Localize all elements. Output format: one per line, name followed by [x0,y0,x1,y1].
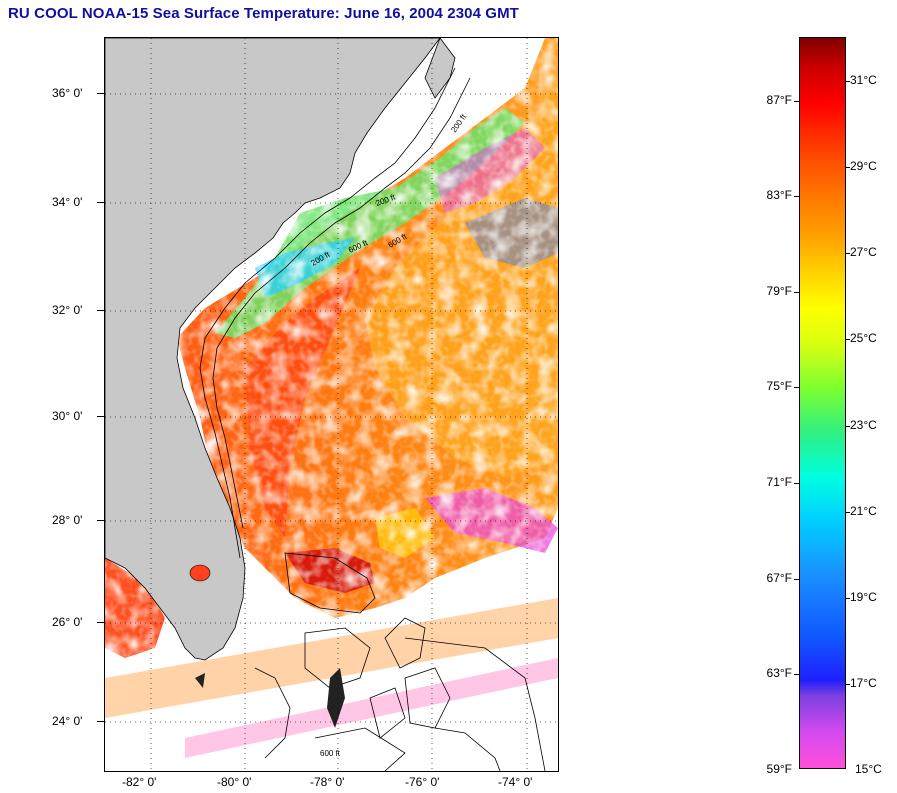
lat-label: 24° 0' [52,714,83,728]
fahrenheit-label: 71°F [766,475,792,489]
tick [845,253,850,254]
celsius-label: 29°C [850,159,877,173]
fahrenheit-label: 79°F [766,284,792,298]
temperature-colorbar [799,37,846,769]
tick [794,101,799,102]
celsius-label: 17°C [850,676,877,690]
contour-label: 600 ft [320,749,341,758]
lat-label: 26° 0' [52,615,83,629]
tick [97,721,104,722]
tick [794,674,799,675]
fahrenheit-label: 63°F [766,666,792,680]
tick [845,512,850,513]
tick [845,339,850,340]
tick [794,292,799,293]
tick [97,622,104,623]
tick [97,520,104,521]
celsius-label: 15°C [855,762,882,776]
lon-label: -80° 0' [217,775,252,789]
tick [97,93,104,94]
celsius-label: 19°C [850,590,877,604]
celsius-label: 31°C [850,73,877,87]
tick [97,202,104,203]
lat-label: 32° 0' [52,303,83,317]
tick [845,426,850,427]
tick [794,387,799,388]
lon-label: -74° 0' [498,775,533,789]
fahrenheit-label: 87°F [766,93,792,107]
celsius-label: 27°C [850,245,877,259]
lat-label: 28° 0' [52,513,83,527]
page-title: RU COOL NOAA-15 Sea Surface Temperature:… [8,5,519,22]
tick [794,483,799,484]
celsius-label: 23°C [850,418,877,432]
lat-label: 30° 0' [52,409,83,423]
fahrenheit-label: 67°F [766,571,792,585]
lon-label: -76° 0' [405,775,440,789]
fahrenheit-label: 59°F [766,762,792,776]
tick [794,196,799,197]
celsius-label: 21°C [850,504,877,518]
lon-label: -82° 0' [122,775,157,789]
celsius-label: 25°C [850,331,877,345]
tick [845,598,850,599]
tick [845,167,850,168]
tick [97,416,104,417]
tick [845,81,850,82]
lon-label: -78° 0' [310,775,345,789]
tick [97,310,104,311]
lat-label: 34° 0' [52,195,83,209]
sst-map[interactable]: 200 ft 600 ft 200 ft 600 ft 200 ft 600 f… [104,37,559,772]
tick [794,579,799,580]
fahrenheit-label: 75°F [766,379,792,393]
lat-label: 36° 0' [52,86,83,100]
fahrenheit-label: 83°F [766,188,792,202]
tick [845,684,850,685]
